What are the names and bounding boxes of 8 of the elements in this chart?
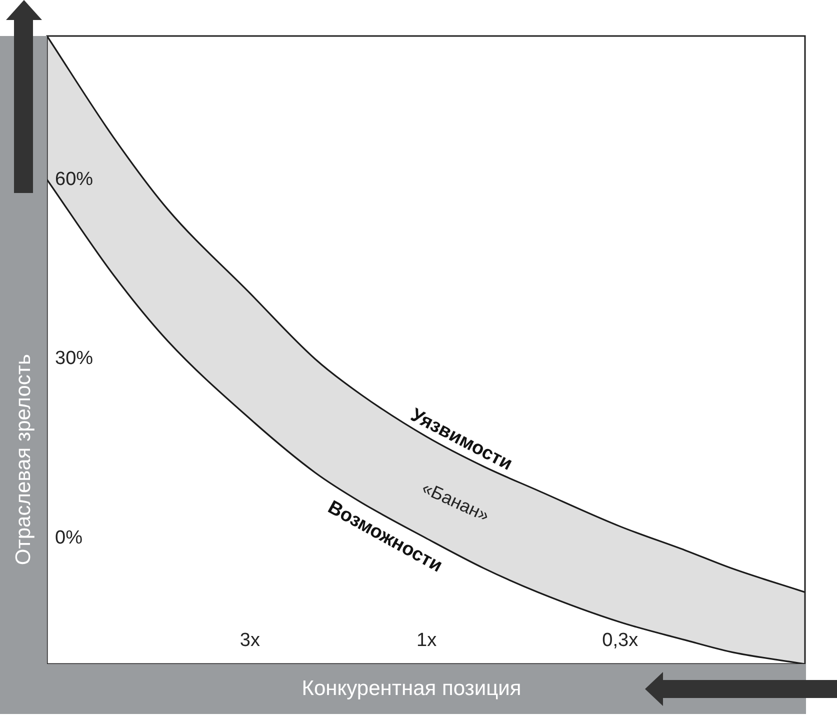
- y-tick-label: 30%: [55, 348, 94, 370]
- x-tick-label: 0,3x: [602, 630, 639, 651]
- x-tick-label: 1x: [416, 630, 438, 651]
- x-tick-label: 3x: [240, 630, 260, 651]
- x-axis-title: Конкурентная позиция: [302, 677, 522, 701]
- y-tick-label: 60%: [55, 168, 94, 190]
- y-axis-title: Отраслевая зрелость: [12, 354, 36, 566]
- y-tick-label: 0%: [55, 528, 83, 549]
